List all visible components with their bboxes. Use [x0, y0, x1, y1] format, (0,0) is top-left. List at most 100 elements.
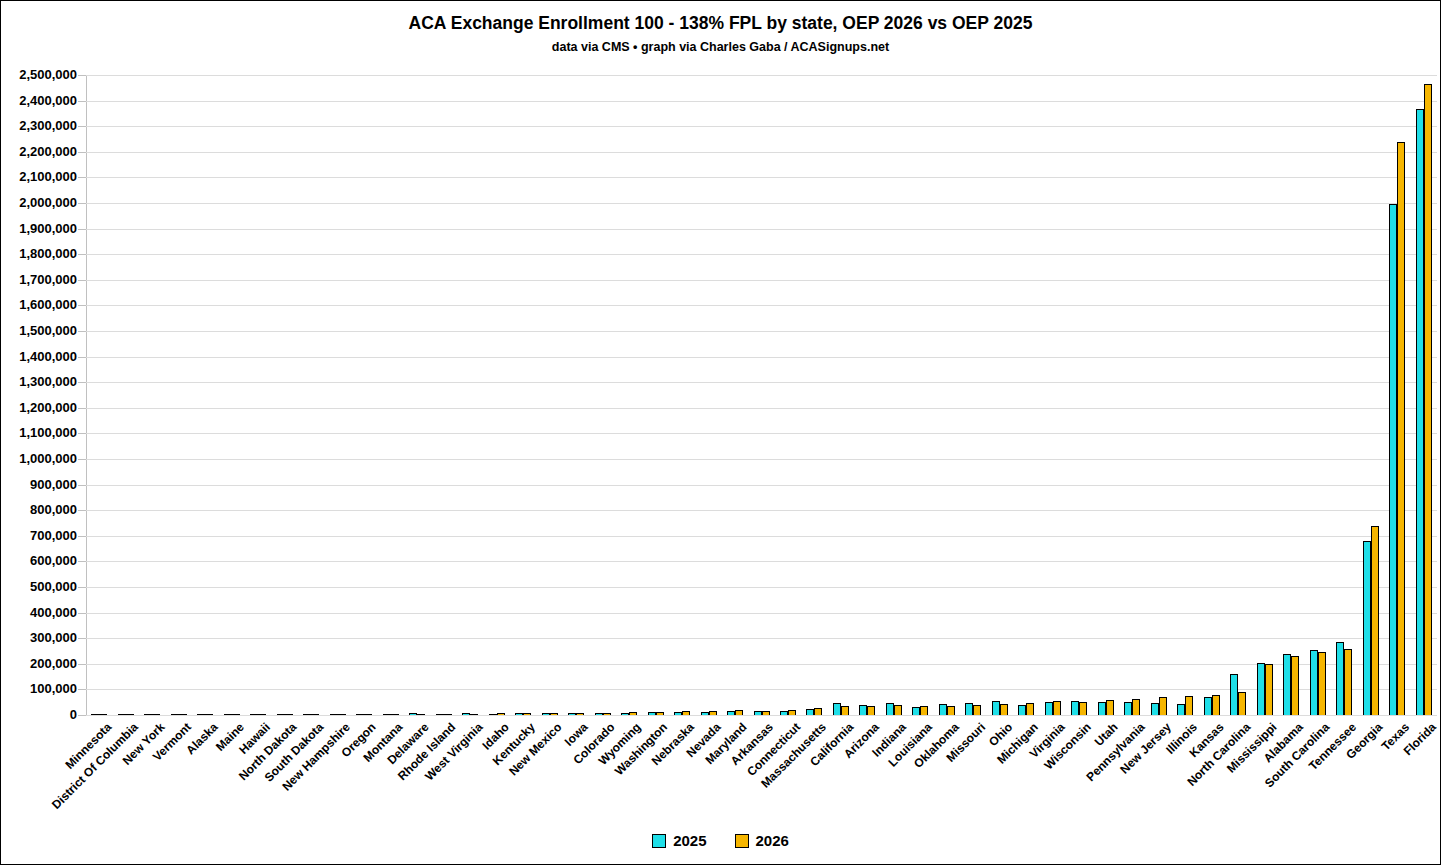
gridline: [86, 331, 1437, 332]
bar-2026-delaware: [417, 714, 425, 715]
gridline: [86, 485, 1437, 486]
gridline: [86, 357, 1437, 358]
bar-2026-california: [841, 706, 849, 715]
bar-2025-rhode-island: [436, 714, 444, 715]
y-axis-tick-label: 900,000: [1, 477, 77, 493]
y-axis-tick-label: 2,400,000: [1, 93, 77, 109]
bar-2025-colorado: [595, 713, 603, 715]
y-axis-tick: [78, 75, 86, 76]
y-axis-tick: [78, 715, 86, 716]
y-axis-tick: [78, 510, 86, 511]
bar-2026-alabama: [1291, 656, 1299, 715]
gridline: [86, 280, 1437, 281]
legend-label-2025: 2025: [673, 832, 706, 849]
bar-2026-florida: [1424, 84, 1432, 715]
bar-2025-ohio: [992, 701, 1000, 715]
bar-2025-florida: [1416, 109, 1424, 715]
bar-2026-hawaii: [258, 714, 266, 715]
y-axis-tick-label: 1,700,000: [1, 272, 77, 288]
bar-2026-new-mexico: [550, 713, 558, 715]
gridline: [86, 536, 1437, 537]
bar-2025-oklahoma: [939, 704, 947, 715]
y-axis-tick-label: 400,000: [1, 605, 77, 621]
bar-2025-alaska: [197, 714, 205, 715]
bar-2026-louisiana: [920, 706, 928, 715]
y-axis-tick: [78, 485, 86, 486]
y-axis-tick: [78, 357, 86, 358]
bar-2026-arkansas: [762, 711, 770, 715]
y-axis-tick-label: 300,000: [1, 630, 77, 646]
bar-2025-illinois: [1177, 704, 1185, 715]
y-axis-tick: [78, 305, 86, 306]
y-axis-tick: [78, 126, 86, 127]
bar-2026-ohio: [1000, 704, 1008, 715]
gridline: [86, 152, 1437, 153]
y-axis-tick-label: 500,000: [1, 579, 77, 595]
bar-2025-montana: [383, 714, 391, 715]
y-axis-tick: [78, 203, 86, 204]
bar-2025-south-dakota: [303, 714, 311, 715]
y-axis-tick-label: 800,000: [1, 502, 77, 518]
bar-2026-kentucky: [523, 713, 531, 715]
bar-2025-washington: [648, 712, 656, 715]
y-axis-tick-label: 1,500,000: [1, 323, 77, 339]
bar-2026-michigan: [1026, 703, 1034, 715]
bar-2025-wyoming: [621, 713, 629, 715]
bar-2026-alaska: [205, 714, 213, 715]
bar-2025-wisconsin: [1071, 701, 1079, 715]
y-axis-tick: [78, 152, 86, 153]
bar-2026-maryland: [735, 710, 743, 715]
bar-2025-tennessee: [1336, 642, 1344, 715]
y-axis-tick: [78, 433, 86, 434]
bar-2026-arizona: [867, 706, 875, 715]
bar-2025-oregon: [356, 714, 364, 715]
bar-2025-north-dakota: [277, 714, 285, 715]
bar-2025-minnesota: [91, 714, 99, 715]
bar-2025-pennsylvania: [1124, 702, 1132, 715]
bar-2025-virginia: [1045, 702, 1053, 715]
bar-2025-georgia: [1363, 541, 1371, 715]
bar-2025-arkansas: [754, 711, 762, 715]
bar-2026-new-york: [152, 714, 160, 715]
bar-2025-nevada: [701, 712, 709, 715]
gridline: [86, 382, 1437, 383]
y-axis-tick: [78, 638, 86, 639]
gridline: [86, 305, 1437, 306]
bar-2026-district-of-columbia: [126, 714, 134, 715]
bar-2026-montana: [391, 714, 399, 715]
bar-2025-maine: [224, 714, 232, 715]
bar-2026-colorado: [603, 713, 611, 715]
legend-entry-2025: 2025: [652, 832, 706, 849]
legend: 2025 2026: [1, 832, 1440, 849]
gridline: [86, 408, 1437, 409]
y-axis-tick: [78, 331, 86, 332]
gridline: [86, 126, 1437, 127]
bar-2026-south-carolina: [1318, 652, 1326, 715]
bar-2026-oregon: [364, 714, 372, 715]
bar-2025-kansas: [1204, 697, 1212, 715]
bar-2026-vermont: [179, 714, 187, 715]
bar-2026-maine: [232, 714, 240, 715]
bar-2025-maryland: [727, 711, 735, 715]
gridline: [86, 101, 1437, 102]
bar-2026-idaho: [497, 713, 505, 715]
y-axis-tick: [78, 459, 86, 460]
bar-2025-district-of-columbia: [118, 714, 126, 715]
legend-entry-2026: 2026: [735, 832, 789, 849]
bar-2026-new-jersey: [1159, 697, 1167, 715]
legend-label-2026: 2026: [756, 832, 789, 849]
bar-2025-delaware: [409, 713, 417, 715]
y-axis-tick: [78, 408, 86, 409]
bar-2026-wyoming: [629, 712, 637, 715]
gridline: [86, 203, 1437, 204]
gridline: [86, 510, 1437, 511]
y-axis-tick: [78, 561, 86, 562]
bar-2025-kentucky: [515, 713, 523, 715]
y-axis-tick-label: 2,300,000: [1, 118, 77, 134]
bar-2025-new-jersey: [1151, 703, 1159, 715]
bar-2025-new-mexico: [542, 713, 550, 715]
legend-swatch-2026: [735, 834, 749, 848]
bar-2026-rhode-island: [444, 714, 452, 715]
gridline: [86, 561, 1437, 562]
gridline: [86, 715, 1437, 716]
